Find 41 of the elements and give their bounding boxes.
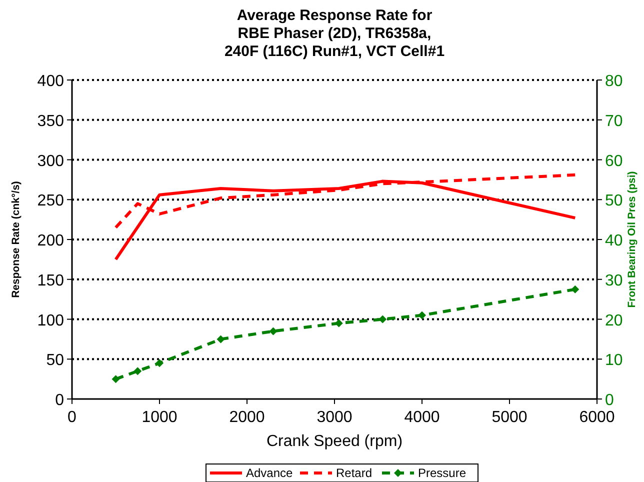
- y-tick-label: 0: [55, 392, 64, 409]
- y2-tick-label: 70: [605, 112, 623, 130]
- y-tick-label: 250: [37, 192, 64, 210]
- y2-tick-label: 30: [605, 272, 623, 290]
- point: [216, 335, 225, 344]
- y2-tick-label: 50: [605, 192, 623, 210]
- y-axis-title: Response Rate (cnk°/s): [10, 181, 22, 298]
- point: [156, 359, 164, 368]
- x-tick-label: 5000: [492, 409, 528, 426]
- y-tick-label: 150: [37, 272, 64, 290]
- x-tick-label: 3000: [316, 409, 352, 426]
- y-tick-label: 50: [46, 352, 64, 370]
- x-tick-label: 2000: [229, 409, 265, 426]
- point: [571, 285, 580, 294]
- y2-tick-label: 20: [605, 312, 623, 330]
- x-tick-label: 1000: [142, 409, 178, 426]
- x-tick-label: 0: [68, 409, 77, 426]
- x-tick-label: 4000: [404, 409, 440, 426]
- point: [269, 327, 278, 336]
- y2-tick-label: 10: [605, 352, 623, 370]
- y2-tick-label: 40: [605, 232, 623, 250]
- y2-axis-title: Front Bearing Oil Pres (psi): [626, 171, 638, 308]
- chart-title: Average Response Rate for RBE Phaser (2D), TR6358a, 240F (116C) Run#1, VCT Cell#1: [224, 7, 445, 60]
- y2-tick-label: 60: [605, 152, 623, 170]
- y-tick-label: 400: [37, 73, 64, 90]
- y-tick-label: 350: [37, 112, 64, 130]
- y-tick-label: 300: [37, 152, 64, 170]
- y-tick-label: 200: [37, 232, 64, 250]
- point: [378, 315, 387, 324]
- point: [334, 319, 343, 328]
- legend-label: Pressure: [418, 466, 466, 480]
- point: [134, 367, 142, 376]
- x-axis-title: Crank Speed (rpm): [266, 433, 403, 450]
- y-tick-label: 100: [37, 312, 64, 330]
- point: [112, 375, 120, 384]
- y2-tick-label: 0: [605, 392, 614, 409]
- point: [418, 311, 426, 320]
- x-tick-label: 6000: [579, 409, 615, 426]
- legend-label: Retard: [336, 466, 372, 480]
- legend-label: Advance: [246, 466, 294, 480]
- y2-tick-label: 80: [605, 73, 623, 90]
